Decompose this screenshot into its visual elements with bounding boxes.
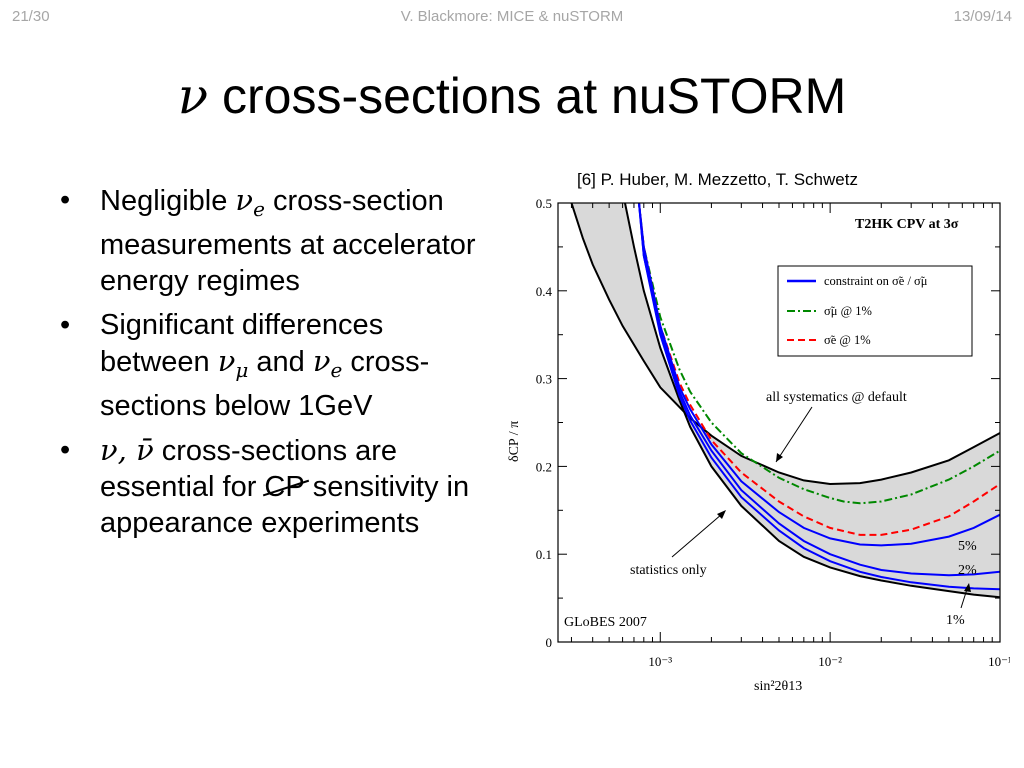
slide-title: ν cross-sections at nuSTORM	[0, 66, 1024, 126]
y-tick-label: 0.3	[536, 372, 552, 387]
annotation-globes: GLoBES 2007	[564, 615, 647, 630]
annotation-2pct: 2%	[958, 563, 977, 578]
nu-symbol: ν	[312, 344, 331, 378]
bullet-item: ν, ν̄ cross-sections are essential for C…	[58, 432, 498, 541]
y-tick-label: 0.4	[536, 284, 553, 299]
slide-number: 21/30	[12, 8, 50, 25]
y-tick-label: 0.1	[536, 547, 552, 562]
chart-title: T2HK CPV at 3σ	[855, 217, 959, 232]
arrow-statistics-only	[671, 513, 723, 558]
bullet-text: Negligible	[100, 185, 236, 217]
x-tick-label: 10⁻¹	[988, 654, 1010, 669]
arrowhead-1pct	[964, 583, 971, 592]
band-upper-curve	[570, 203, 1000, 486]
bullet-text: cross-sections below 1GeV	[100, 346, 430, 422]
subscript-e: e	[330, 358, 343, 382]
legend-label-sigma-mu: σ̃μ @ 1%	[824, 304, 872, 318]
x-tick-label: 10⁻²	[818, 654, 842, 669]
bullet-text: cross-section measurements at accelerato…	[100, 185, 476, 297]
bullet-item: Negligible νe cross-section measurements…	[58, 182, 498, 299]
legend-label-constraint: constraint on σ̃e / σ̃μ	[824, 274, 928, 288]
slide-date: 13/09/14	[953, 8, 1012, 25]
slide-author: V. Blackmore: MICE & nuSTORM	[400, 8, 624, 25]
y-axis-label: δCP / π	[507, 421, 522, 462]
y-tick-label: 0	[546, 635, 553, 650]
x-axis-label: sin²2θ13	[754, 679, 802, 694]
bullet-text: cross-sections are essential for	[100, 435, 398, 503]
bullet-text: Significant differences between	[100, 309, 384, 378]
subscript-mu: μ	[235, 358, 249, 382]
legend-label-sigma-e: σ̃e @ 1%	[824, 333, 871, 347]
series-line-4	[638, 203, 1000, 591]
series-line-3	[638, 203, 1000, 577]
nu-symbol: ν	[235, 183, 254, 217]
bullet-text: and	[248, 346, 313, 378]
annotation-1pct: 1%	[946, 613, 965, 628]
cpv-chart: 0 0.1 0.2 0.3 0.4 0.5 10⁻³ 10⁻² 10⁻¹ T2HK CPV at…	[507, 196, 1010, 694]
nu-symbol: ν	[217, 344, 236, 378]
annotation-statistics-only: statistics only	[630, 563, 707, 578]
annotation-5pct: 5%	[958, 539, 977, 554]
title-nu-symbol: ν	[177, 67, 209, 125]
arrowhead-statistics-only	[717, 510, 726, 519]
chart-legend: constraint on σ̃e / σ̃μ σ̃μ @ 1% σ̃e @ 1…	[777, 265, 973, 357]
title-text: cross-sections at nuSTORM	[208, 68, 847, 124]
nu-nubar-symbol: ν, ν̄	[100, 433, 154, 467]
x-tick-label: 10⁻³	[648, 654, 672, 669]
cp-struck-text: CP	[264, 471, 305, 503]
reference-citation: [6] P. Huber, M. Mezzetto, T. Schwetz	[577, 170, 858, 189]
band-lower-curve	[624, 203, 1000, 599]
y-tick-label: 0.5	[536, 196, 552, 211]
arrowhead-all-systematics	[776, 453, 783, 462]
annotation-all-systematics: all systematics @ default	[766, 390, 907, 405]
bullet-text: sensitivity in appearance experiments	[100, 471, 470, 539]
y-tick-label: 0.2	[536, 459, 552, 474]
subscript-e: e	[253, 197, 265, 221]
arrow-all-systematics	[775, 406, 813, 463]
bullet-list: Negligible νe cross-section measurements…	[58, 182, 498, 549]
band-fill	[571, 203, 1000, 598]
series-line-2	[638, 203, 1000, 547]
bullet-item: Significant differences between νμ and ν…	[58, 307, 498, 424]
